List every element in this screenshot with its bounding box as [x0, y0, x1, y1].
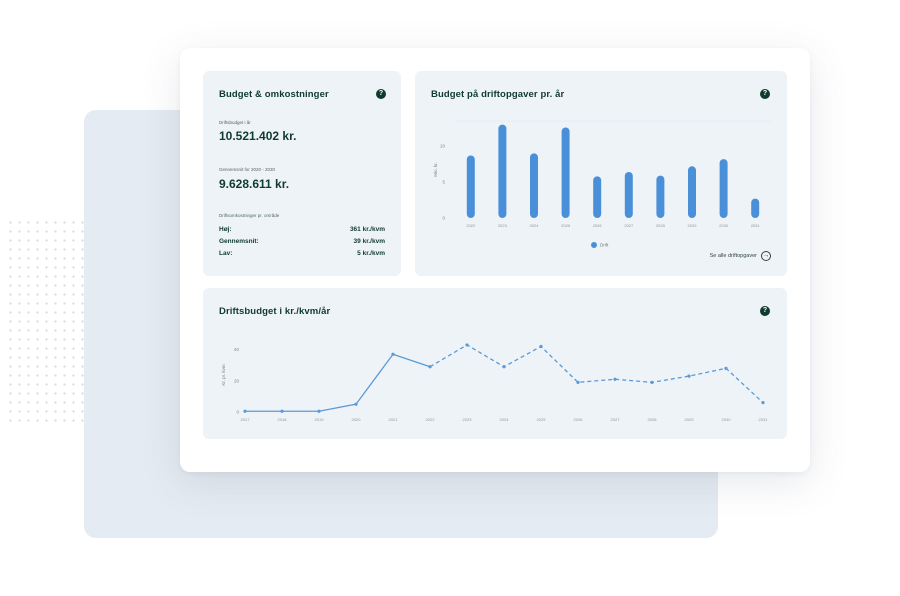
- omkostninger-label: Driftsomkostninger pr. område: [219, 213, 280, 218]
- data-point: [465, 343, 469, 347]
- bar: [530, 153, 538, 218]
- y-tick-label: 10: [440, 144, 446, 149]
- bar: [751, 198, 760, 218]
- x-tick-label: 2024: [500, 417, 510, 422]
- see-all-tasks-link[interactable]: Se alle driftopgaver: [709, 253, 757, 259]
- x-tick-label: 2017: [241, 417, 251, 422]
- x-tick-label: 2028: [648, 417, 658, 422]
- bar: [561, 127, 570, 218]
- y-tick-label: 5: [442, 180, 445, 185]
- dashboard-card: Budget & omkostninger ? Driftsbudget i å…: [180, 48, 810, 472]
- bar-chart-panel: Budget på driftopgaver pr. år ? 0 5 10 Mio.…: [415, 71, 787, 276]
- gennemsnit-value: 9.628.611 kr.: [219, 177, 290, 191]
- legend-dot: [591, 242, 597, 248]
- cost-row-label: Gennemsnit:: [219, 238, 259, 245]
- data-point: [687, 374, 691, 378]
- line-chart: 0 20 40 Kr. pr. kvm 2017 2018 2019 2020 2021 2022…: [221, 343, 769, 422]
- x-tick-label: 2029: [688, 223, 698, 228]
- x-tick-label: 2023: [498, 223, 508, 228]
- series-line-actual: [245, 353, 431, 412]
- cost-row-value: 39 kr./kvm: [353, 238, 385, 245]
- decorative-dot-grid: [6, 218, 86, 428]
- arrow-right-icon[interactable]: →: [761, 251, 771, 261]
- bar: [688, 166, 696, 218]
- series-line-forecast: [429, 344, 764, 404]
- driftsbudget-label: Driftsbudget i år: [219, 120, 251, 125]
- data-point: [539, 344, 543, 349]
- data-point: [280, 409, 284, 413]
- x-tick-label: 2030: [722, 417, 732, 422]
- legend-label: Drift: [600, 243, 609, 248]
- line-chart-panel: Driftsbudget i kr./kvm/år ? 0 20 40 Kr. pr.…: [203, 288, 787, 439]
- data-point: [650, 380, 654, 384]
- bar: [656, 175, 665, 218]
- y-tick-label: 0: [442, 216, 445, 221]
- x-tick-label: 2026: [593, 223, 603, 228]
- budget-panel: Budget & omkostninger ? Driftsbudget i å…: [203, 71, 401, 276]
- data-point: [354, 402, 358, 406]
- data-point: [613, 377, 617, 381]
- x-tick-label: 2031: [751, 223, 761, 228]
- x-tick-label: 2021: [389, 417, 399, 422]
- driftsbudget-value: 10.521.402 kr.: [219, 129, 297, 143]
- x-tick-label: 2018: [278, 417, 288, 422]
- y-axis-label: Kr. pr. kvm: [221, 364, 226, 386]
- help-icon[interactable]: ?: [760, 89, 770, 99]
- x-tick-label: 2019: [315, 417, 325, 422]
- x-tick-label: 2028: [656, 223, 666, 228]
- bar: [498, 124, 507, 218]
- cost-row-value: 361 kr./kvm: [349, 226, 385, 233]
- x-tick-label: 2023: [463, 417, 473, 422]
- data-point: [724, 366, 728, 370]
- help-icon[interactable]: ?: [376, 89, 386, 99]
- x-tick-label: 2022: [426, 417, 436, 422]
- x-tick-label: 2025: [561, 223, 571, 228]
- x-tick-label: 2020: [352, 417, 362, 422]
- bar: [593, 176, 602, 218]
- cost-row-value: 5 kr./kvm: [357, 250, 385, 257]
- x-tick-label: 2025: [537, 417, 547, 422]
- y-tick-label: 20: [234, 378, 240, 383]
- bar: [719, 159, 728, 218]
- data-point: [576, 380, 580, 384]
- x-tick-label: 2030: [719, 223, 729, 228]
- gennemsnit-label: Gennemsnit for 2020 - 2030: [219, 167, 276, 172]
- y-tick-label: 0: [236, 410, 239, 415]
- x-tick-label: 2029: [685, 417, 695, 422]
- data-point: [428, 365, 432, 369]
- y-tick-label: 40: [234, 347, 240, 352]
- y-axis-label: Mio. kr.: [433, 162, 438, 177]
- x-tick-label: 2027: [611, 417, 621, 422]
- data-point: [243, 409, 247, 413]
- x-tick-label: 2024: [530, 223, 540, 228]
- data-point: [317, 409, 321, 413]
- bar: [466, 155, 475, 218]
- x-tick-label: 2031: [759, 417, 769, 422]
- data-point: [502, 365, 506, 369]
- help-icon[interactable]: ?: [760, 306, 770, 316]
- x-tick-label: 2022: [466, 223, 476, 228]
- x-tick-label: 2026: [574, 417, 584, 422]
- bar-chart: 0 5 10 Mio. kr. 2022 2023 2024 2025 2026 2027 2028…: [433, 120, 771, 248]
- data-point: [761, 401, 765, 405]
- bar: [624, 172, 633, 218]
- x-tick-label: 2027: [624, 223, 634, 228]
- budget-panel-title: Budget & omkostninger: [219, 89, 329, 100]
- data-point: [391, 352, 395, 356]
- line-chart-title: Driftsbudget i kr./kvm/år: [219, 306, 331, 317]
- cost-row-label: Lav:: [219, 250, 233, 257]
- bar-chart-title: Budget på driftopgaver pr. år: [431, 89, 565, 100]
- cost-row-label: Høj:: [219, 226, 232, 233]
